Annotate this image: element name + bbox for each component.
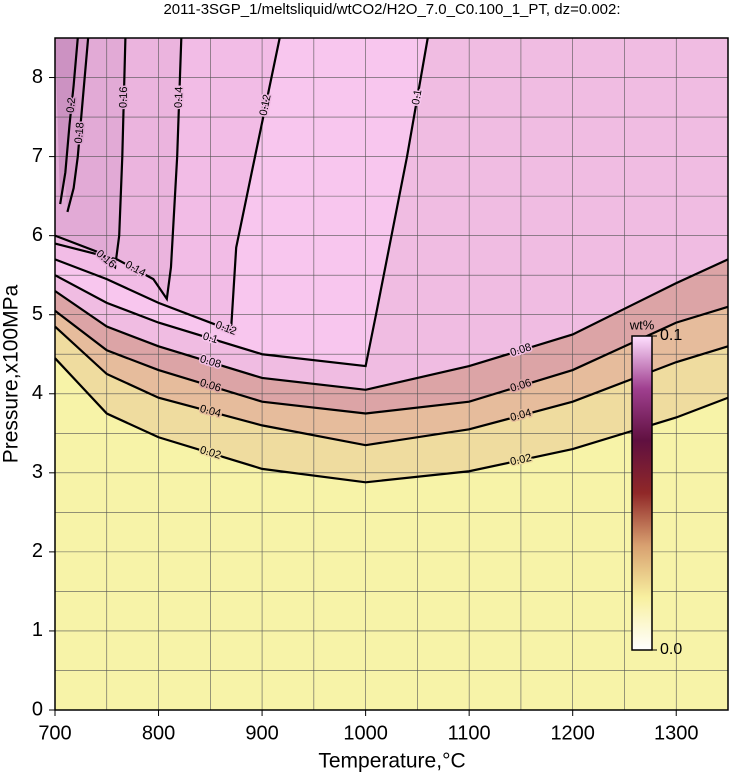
x-tick-label: 900 <box>245 722 278 744</box>
x-tick-label: 1000 <box>343 722 388 744</box>
y-tick-label: 4 <box>32 382 43 404</box>
contour-label: 0.18 <box>73 122 87 144</box>
contour-label: 0.06 <box>198 377 222 395</box>
y-tick-label: 5 <box>32 303 43 325</box>
contour-label: 0.1 <box>410 89 424 106</box>
y-tick-label: 8 <box>32 66 43 88</box>
x-axis-label: Temperature,°C <box>318 750 465 773</box>
y-tick-label: 1 <box>32 619 43 641</box>
contour-line <box>54 37 127 270</box>
contour-line <box>54 37 429 368</box>
colorbar-tick-label: 0.0 <box>660 641 682 658</box>
x-tick-label: 1100 <box>448 722 491 744</box>
colorbar-tick-label: 0.1 <box>660 327 682 344</box>
chart-title: 2011-3SGP_1/meltsliquid/wtCO2/H2O_7.0_C0… <box>163 1 620 18</box>
y-tick-label: 2 <box>32 540 43 562</box>
contour-label: 0.14 <box>173 86 186 108</box>
x-tick-label: 1200 <box>550 722 595 744</box>
contour-fill <box>55 38 78 205</box>
y-tick-label: 6 <box>32 224 43 246</box>
x-tick-label: 700 <box>38 722 71 744</box>
contour-line <box>54 258 729 391</box>
y-tick-label: 7 <box>32 145 43 167</box>
y-tick-label: 0 <box>32 698 43 720</box>
plot-frame <box>54 37 729 711</box>
contour-label: 0.12 <box>258 93 274 116</box>
colorbar-label: wt% <box>629 317 655 332</box>
y-axis-label: Pressure,x100MPa <box>0 284 23 463</box>
contour-label: 0.2 <box>65 97 79 113</box>
y-tick-label: 3 <box>32 461 43 483</box>
contour-line <box>66 37 90 213</box>
x-tick-label: 1300 <box>654 722 699 744</box>
contour-label: 0.16 <box>117 86 130 108</box>
colorbar <box>631 335 653 651</box>
contour-line <box>59 37 79 205</box>
x-tick-label: 800 <box>142 722 175 744</box>
contour-line <box>54 37 281 333</box>
